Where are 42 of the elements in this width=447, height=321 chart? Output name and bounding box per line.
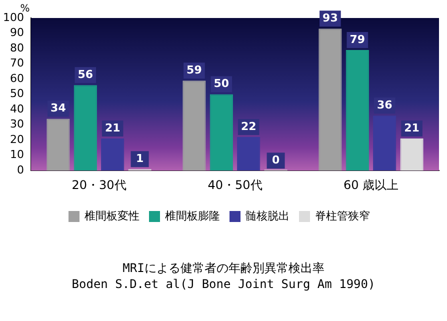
data-label: 56 bbox=[78, 68, 94, 82]
x-tick-label: 60 歳以上 bbox=[343, 178, 399, 192]
data-label: 36 bbox=[376, 98, 393, 112]
data-label: 50 bbox=[214, 77, 230, 90]
y-tick-label: 90 bbox=[10, 26, 24, 40]
y-tick-label: 0 bbox=[16, 163, 24, 176]
text: Boden S.D.et al(J Bone Joint Surg Am 1990) bbox=[70, 277, 376, 291]
data-label: 79 bbox=[350, 32, 366, 46]
y-tick-label: 100 bbox=[2, 10, 24, 24]
legend-label: 椎間板膨隆 bbox=[165, 209, 220, 222]
bar bbox=[46, 118, 70, 171]
bar bbox=[74, 85, 97, 171]
y-tick-label: 60 bbox=[10, 72, 24, 85]
x-tick-label: 40・50代 bbox=[208, 178, 262, 192]
y-tick-label: 10 bbox=[10, 148, 24, 162]
text: MRIによる健常者の年齢別異常検出率 bbox=[122, 260, 326, 277]
y-tick-label: 30 bbox=[10, 118, 24, 131]
bar bbox=[182, 80, 206, 171]
bar bbox=[373, 116, 396, 171]
data-label: 93 bbox=[322, 12, 338, 25]
y-tick-label: 80 bbox=[10, 41, 24, 54]
y-tick-label: 40 bbox=[10, 102, 24, 116]
bar bbox=[400, 138, 424, 171]
data-label: 34 bbox=[50, 102, 66, 115]
data-label: 0 bbox=[272, 153, 280, 166]
bar bbox=[346, 50, 369, 171]
data-label: 21 bbox=[404, 121, 420, 134]
y-tick-label: 70 bbox=[10, 56, 24, 70]
legend-label: 脊柱管狭窄 bbox=[315, 209, 370, 222]
data-label: 1 bbox=[136, 152, 144, 165]
data-label: 21 bbox=[104, 121, 120, 134]
x-tick-label: 20・30代 bbox=[72, 178, 126, 192]
y-tick-label: 50 bbox=[10, 87, 24, 100]
bar bbox=[101, 138, 124, 171]
y-tick-label: 20 bbox=[10, 132, 24, 146]
bar bbox=[318, 28, 342, 171]
data-label: 59 bbox=[186, 63, 202, 76]
bar bbox=[237, 137, 260, 171]
legend-label: 髄核脱出 bbox=[246, 209, 290, 222]
bar bbox=[210, 94, 233, 171]
legend-label: 椎間板変性 bbox=[84, 209, 140, 222]
data-label: 22 bbox=[240, 120, 256, 133]
